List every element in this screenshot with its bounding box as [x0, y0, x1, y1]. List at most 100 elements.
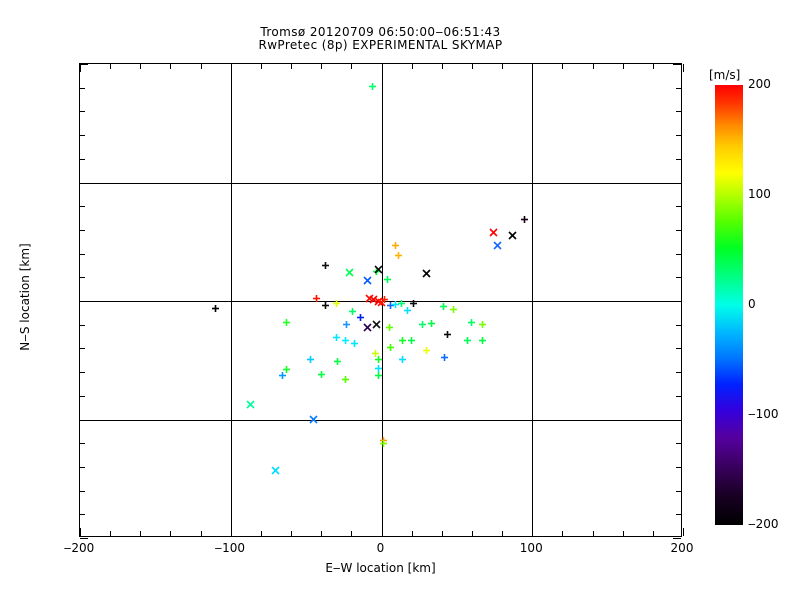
- x-axis-tick-minor: [351, 531, 353, 536]
- x-axis-tick-minor: [622, 531, 624, 536]
- y-axis-tick-minor: [676, 490, 681, 492]
- data-point-cross: [369, 295, 379, 304]
- data-point-plus: [368, 82, 377, 91]
- data-point-cross: [422, 269, 431, 278]
- y-axis-tick-minor: [80, 514, 85, 516]
- x-axis-tick-minor: [140, 64, 142, 69]
- data-point-plus: [449, 305, 458, 314]
- data-point-cross: [246, 400, 255, 409]
- x-axis-tick-minor: [562, 531, 564, 536]
- data-point-cross: [493, 241, 502, 250]
- y-axis-tick-minor: [676, 229, 681, 231]
- figure-title: Tromsø 20120709 06:50:00‒06:51:43 RwPret…: [79, 26, 682, 52]
- x-axis-tick-minor: [502, 531, 504, 536]
- y-axis-tick-minor: [676, 158, 681, 160]
- data-point-plus: [356, 313, 365, 322]
- x-axis-tick-major: [80, 64, 81, 72]
- data-point-plus: [348, 307, 357, 316]
- x-axis-tick-label: 200: [670, 541, 694, 555]
- x-axis-tick-label: ‒200: [63, 541, 95, 555]
- x-axis-tick-minor: [471, 531, 473, 536]
- gridline-vertical: [230, 64, 232, 536]
- data-point-plus: [278, 371, 287, 380]
- colorbar: [715, 85, 743, 525]
- gridline-horizontal: [80, 182, 681, 184]
- plot-area: [80, 64, 684, 539]
- y-axis-tick-major: [673, 538, 681, 539]
- x-axis-tick-minor: [562, 64, 564, 69]
- x-axis-tick-major: [683, 528, 684, 536]
- title-line-1: Tromsø 20120709 06:50:00‒06:51:43: [260, 25, 501, 39]
- data-point-plus: [333, 357, 342, 366]
- y-axis-tick-minor: [676, 277, 681, 279]
- x-axis-tick-minor: [411, 64, 413, 69]
- x-axis-tick-minor: [110, 64, 112, 69]
- y-axis-tick-major: [80, 64, 88, 65]
- data-point-plus: [386, 301, 395, 310]
- colorbar-tick-label: ‒100: [748, 407, 779, 421]
- gridline-vertical: [381, 64, 383, 536]
- x-axis-tick-minor: [652, 531, 654, 536]
- x-axis-tick-minor: [291, 531, 293, 536]
- x-axis-tick-minor: [170, 64, 172, 69]
- data-point-cross: [271, 466, 281, 475]
- data-point-plus: [439, 302, 448, 311]
- data-point-plus: [379, 436, 388, 445]
- data-point-plus: [407, 336, 416, 345]
- y-axis-tick-minor: [80, 229, 85, 231]
- x-axis-tick-minor: [140, 531, 142, 536]
- y-axis-tick-minor: [80, 324, 85, 326]
- x-axis-title: E‒W location [km]: [325, 561, 436, 575]
- y-axis-tick-minor: [80, 277, 85, 279]
- x-axis-tick-minor: [502, 64, 504, 69]
- x-axis-tick-label: 0: [376, 541, 385, 555]
- x-axis-tick-minor: [441, 531, 443, 536]
- colorbar-tick-label: 0: [748, 297, 756, 311]
- colorbar-unit-label: [m/s]: [709, 68, 741, 82]
- gridline-horizontal: [80, 301, 681, 302]
- data-point-plus: [427, 319, 436, 328]
- data-point-plus: [282, 365, 291, 374]
- x-axis-tick-major: [230, 528, 232, 536]
- x-axis-tick-minor: [411, 531, 413, 536]
- data-point-plus: [443, 330, 452, 339]
- x-axis-tick-major: [683, 64, 684, 72]
- x-axis-tick-major: [80, 528, 81, 536]
- y-axis-tick-minor: [676, 372, 681, 374]
- data-point-plus: [520, 215, 529, 224]
- data-point-plus: [398, 355, 407, 364]
- data-point-plus: [383, 275, 392, 284]
- y-axis-tick-minor: [80, 158, 85, 160]
- x-axis-tick-major: [532, 528, 534, 536]
- x-axis-tick-minor: [351, 64, 353, 69]
- data-point-cross: [363, 322, 372, 332]
- y-axis-tick-minor: [80, 253, 85, 255]
- x-axis-tick-minor: [321, 531, 323, 536]
- data-point-plus: [463, 336, 472, 345]
- y-axis-tick-minor: [676, 135, 681, 137]
- data-point-plus: [478, 336, 487, 345]
- data-point-plus: [385, 323, 394, 332]
- y-axis-tick-minor: [676, 466, 681, 468]
- data-point-plus: [341, 336, 350, 345]
- plot-frame: [79, 63, 684, 539]
- data-point-plus: [398, 336, 407, 345]
- data-point-plus: [342, 320, 351, 329]
- x-axis-tick-minor: [200, 531, 202, 536]
- data-point-plus: [306, 355, 315, 364]
- y-axis-tick-minor: [676, 206, 681, 208]
- y-axis-tick-minor: [80, 135, 85, 137]
- gridline-horizontal: [80, 419, 681, 421]
- y-axis-tick-minor: [80, 111, 85, 113]
- x-axis-tick-minor: [592, 531, 594, 536]
- data-point-plus: [391, 241, 400, 250]
- colorbar-tick-label: 100: [748, 187, 771, 201]
- y-axis-tick-major: [80, 538, 88, 539]
- y-axis-tick-major: [80, 182, 88, 184]
- y-axis-tick-minor: [676, 253, 681, 255]
- y-axis-tick-major: [673, 64, 681, 65]
- x-axis-tick-minor: [291, 64, 293, 69]
- x-axis-tick-minor: [441, 64, 443, 69]
- y-axis-tick-minor: [676, 324, 681, 326]
- y-axis-tick-major: [80, 419, 88, 421]
